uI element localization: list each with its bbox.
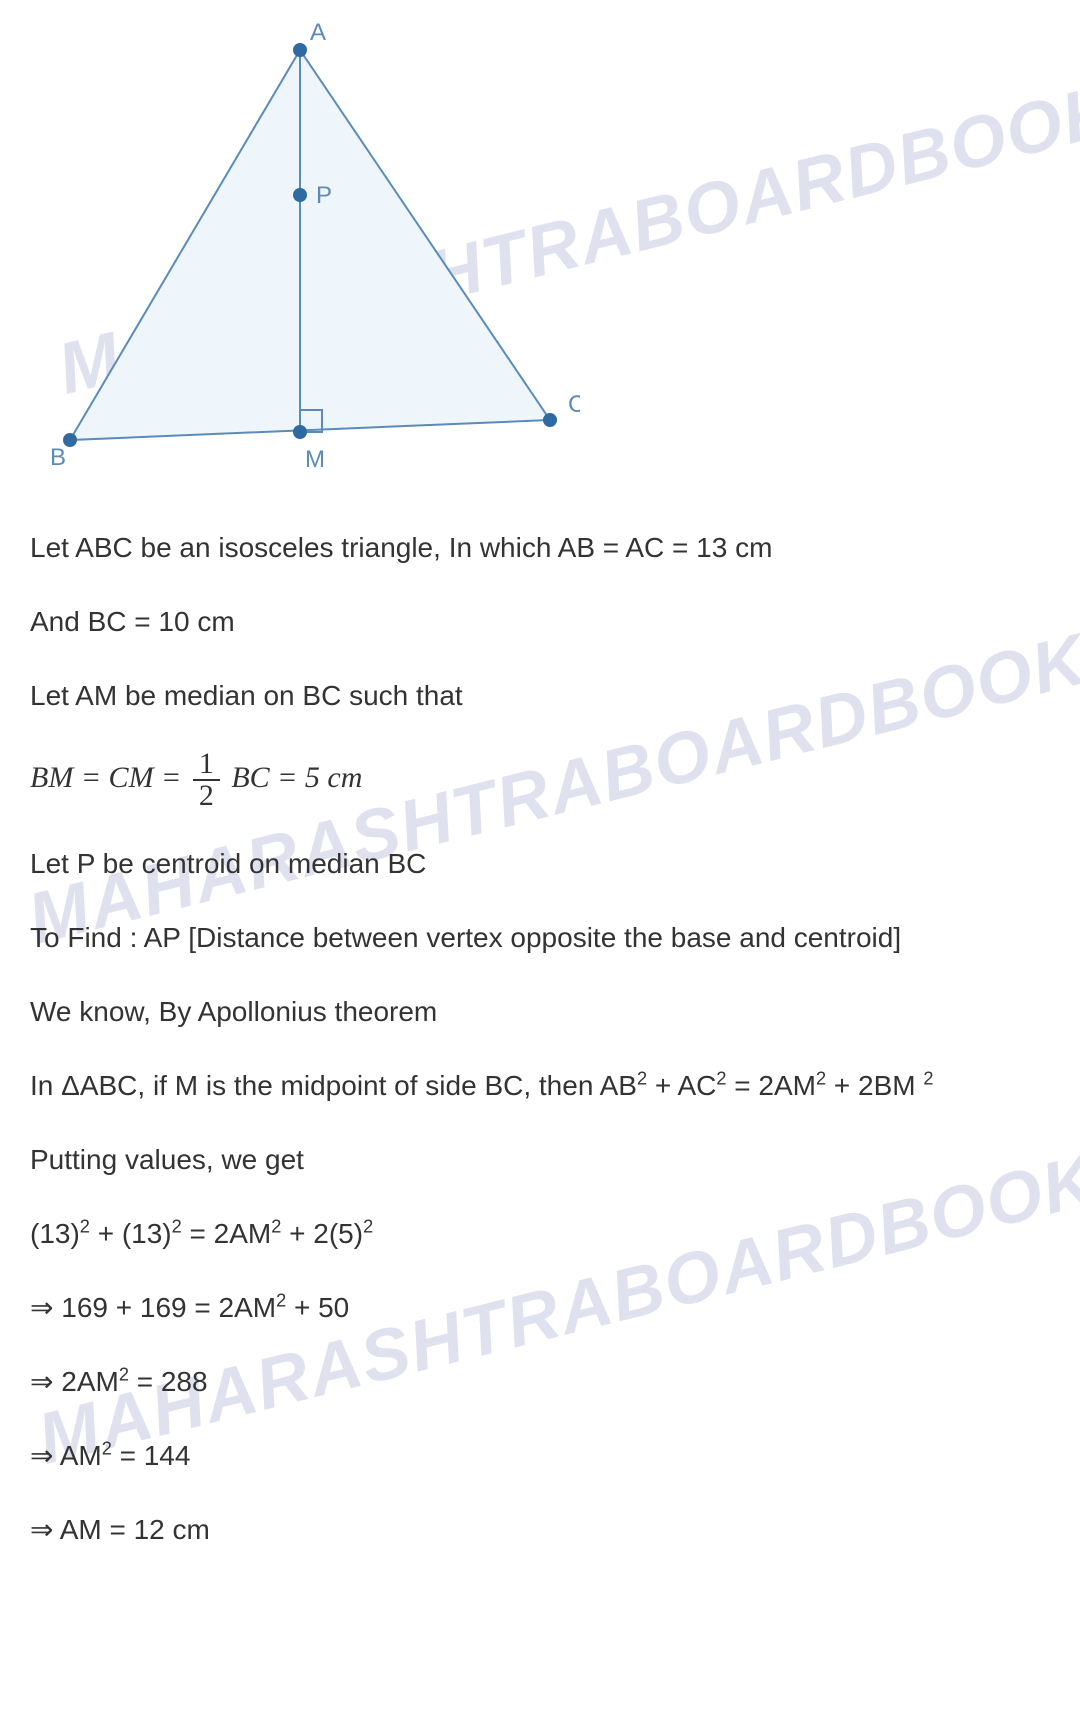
p9c: = 2AM [182, 1218, 271, 1249]
sup-10: 2 [119, 1365, 129, 1385]
p7-pre: In ΔABC, if M is the midpoint of side BC… [30, 1070, 637, 1101]
para-centroid: Let P be centroid on median BC [30, 843, 1050, 885]
para-theorem: We know, By Apollonius theorem [30, 991, 1050, 1033]
triangle-diagram: A B C M P [0, 0, 1080, 495]
svg-text:B: B [50, 444, 66, 471]
formula-rhs1: BC = 5 [231, 761, 327, 794]
sup-9: 2 [276, 1291, 286, 1311]
para-result: ⇒ AM = 12 cm [30, 1509, 1050, 1551]
sup-4: 2 [923, 1069, 933, 1089]
para-putting: Putting values, we get [30, 1139, 1050, 1181]
sup-1: 2 [637, 1069, 647, 1089]
sup-7: 2 [271, 1217, 281, 1237]
p7-m2: = 2AM [727, 1070, 816, 1101]
frac-num: 1 [193, 749, 220, 781]
para-given-1: Let ABC be an isosceles triangle, In whi… [30, 527, 1050, 569]
formula-lhs: BM = CM = [30, 761, 181, 794]
p10b: + 50 [286, 1292, 349, 1323]
para-apollonius: In ΔABC, if M is the midpoint of side BC… [30, 1065, 1050, 1107]
p11b: = 288 [129, 1366, 208, 1397]
page-content: A B C M P Let ABC be an isosceles triangle, … [0, 0, 1080, 1551]
formula-bm-cm: BM = CM = 1 2 BC = 5 cm [30, 749, 1050, 811]
formula-rhs2: cm [327, 761, 362, 794]
sup-3: 2 [816, 1069, 826, 1089]
svg-text:P: P [316, 182, 332, 209]
frac-den: 2 [193, 781, 220, 811]
p9b: + (13) [90, 1218, 172, 1249]
p9d: + 2(5) [281, 1218, 363, 1249]
para-step3: ⇒ 2AM2 = 288 [30, 1361, 1050, 1403]
solution-text: Let ABC be an isosceles triangle, In whi… [0, 527, 1080, 1551]
svg-text:M: M [305, 446, 325, 473]
sup-6: 2 [172, 1217, 182, 1237]
sup-11: 2 [102, 1439, 112, 1459]
para-tofind: To Find : AP [Distance between vertex op… [30, 917, 1050, 959]
p7-m3: + 2BM [826, 1070, 923, 1101]
p12b: = 144 [112, 1440, 191, 1471]
svg-text:A: A [310, 20, 326, 46]
svg-text:C: C [568, 391, 580, 418]
para-step4: ⇒ AM2 = 144 [30, 1435, 1050, 1477]
para-median: Let AM be median on BC such that [30, 675, 1050, 717]
p12a: ⇒ AM [30, 1440, 102, 1471]
para-given-2: And BC = 10 cm [30, 601, 1050, 643]
p7-m1: + AC [647, 1070, 716, 1101]
triangle-svg: A B C M P [50, 20, 580, 480]
p9a: (13) [30, 1218, 80, 1249]
formula-fraction: 1 2 [193, 749, 220, 811]
p10a: ⇒ 169 + 169 = 2AM [30, 1292, 276, 1323]
sup-5: 2 [80, 1217, 90, 1237]
sup-2: 2 [716, 1069, 726, 1089]
p11a: ⇒ 2AM [30, 1366, 119, 1397]
para-step1: (13)2 + (13)2 = 2AM2 + 2(5)2 [30, 1213, 1050, 1255]
para-step2: ⇒ 169 + 169 = 2AM2 + 50 [30, 1287, 1050, 1329]
sup-8: 2 [363, 1217, 373, 1237]
